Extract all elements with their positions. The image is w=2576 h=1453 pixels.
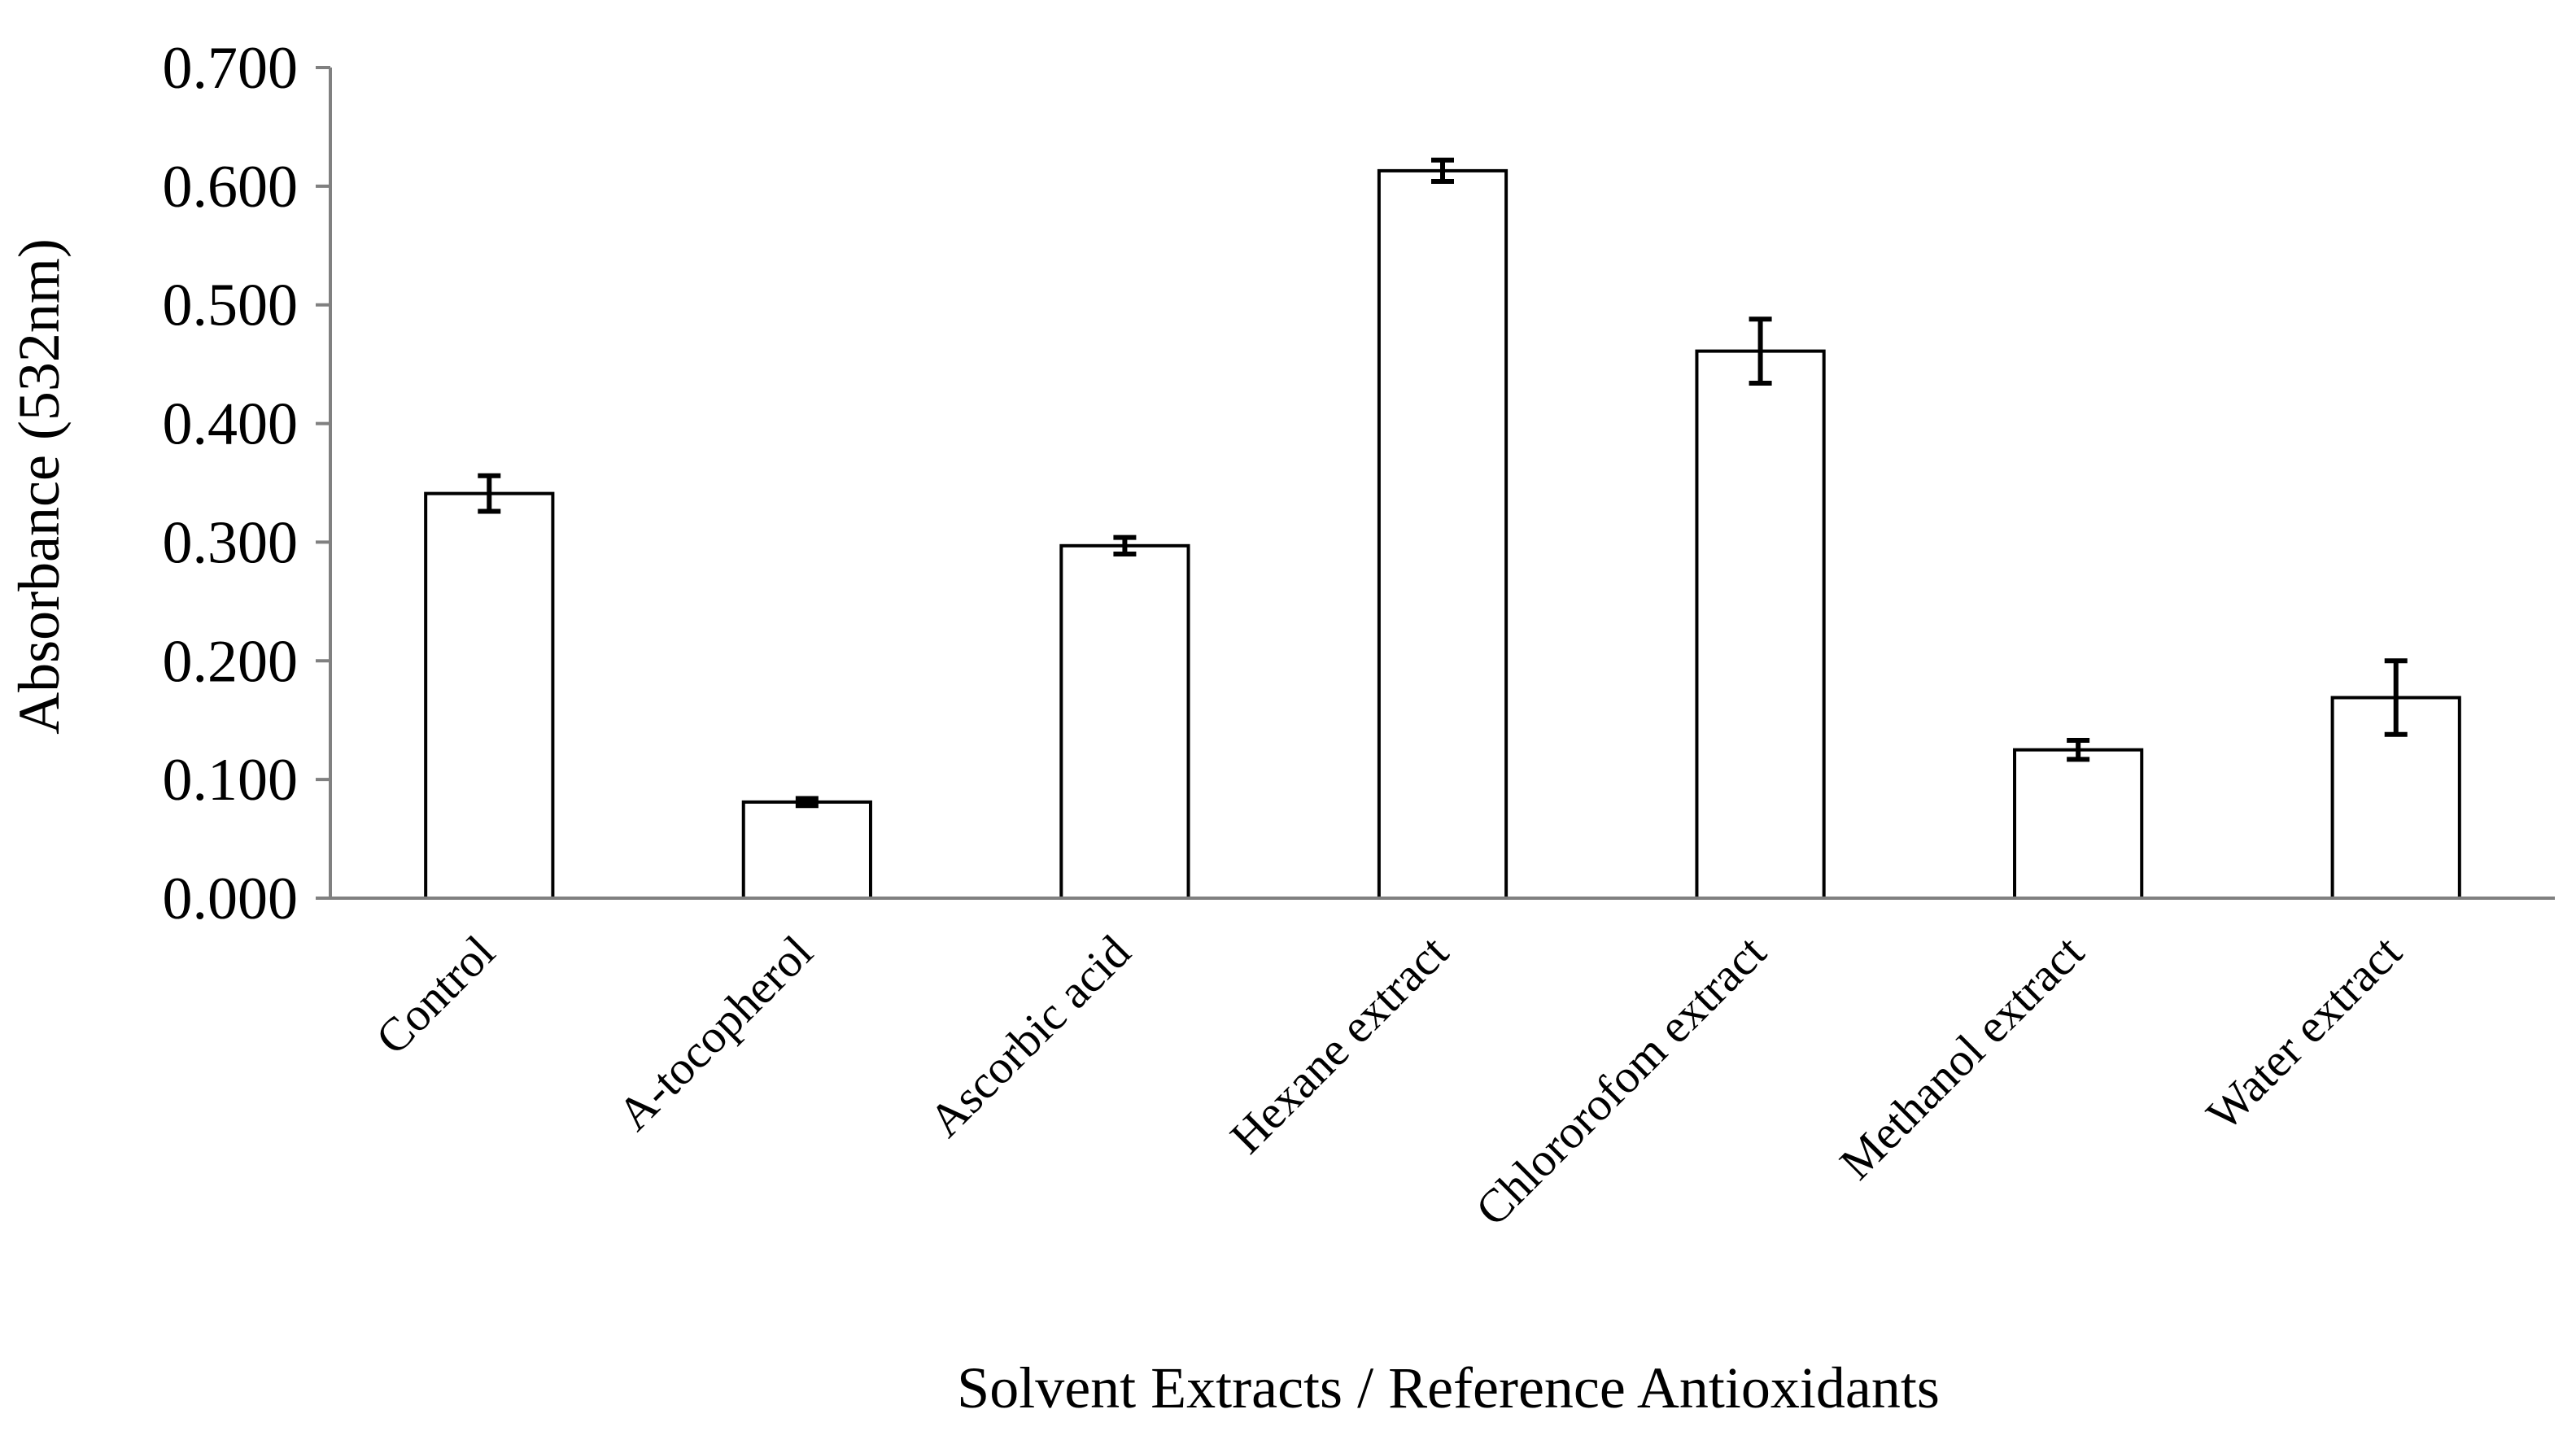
x-tick-label: Methanol extract: [1829, 925, 2094, 1189]
y-tick-label: 0.300: [163, 509, 299, 576]
y-axis: 0.000 0.100 0.200 0.300 0.400 0.500 0.600 0.700: [163, 35, 332, 932]
bar: [424, 491, 555, 900]
x-axis-title: Solvent Extracts / Reference Antioxidant…: [957, 1355, 1940, 1420]
y-tick-label: 0.400: [163, 391, 299, 458]
y-tick-label: 0.100: [163, 747, 299, 814]
bar: [1377, 168, 1508, 901]
bar: [1059, 543, 1190, 900]
bar: [1695, 349, 1826, 900]
y-tick-label: 0.000: [163, 866, 299, 932]
y-tick-label: 0.700: [163, 35, 299, 102]
y-axis-title: Absorbance (532nm): [7, 238, 72, 735]
x-tick-label: Ascorbic acid: [919, 925, 1141, 1147]
bars: [424, 157, 2461, 901]
x-tick-label: A-tocopherol: [607, 925, 823, 1141]
bar: [2013, 748, 2144, 901]
x-tick-label: Hexane extract: [1220, 925, 1458, 1163]
y-tick-label: 0.200: [163, 628, 299, 695]
x-axis: Control A-tocopherol Ascorbic acid Hexane e…: [330, 897, 2555, 1236]
bar: [741, 800, 872, 900]
x-tick-label: Chlororofom extract: [1465, 925, 1776, 1236]
y-tick-label: 0.500: [163, 273, 299, 339]
y-tick-label: 0.600: [163, 154, 299, 220]
x-tick-label: Control: [365, 925, 504, 1064]
x-tick-label: Water extract: [2196, 925, 2412, 1141]
